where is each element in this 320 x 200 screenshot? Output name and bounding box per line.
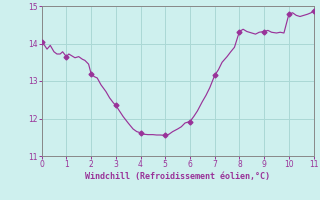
X-axis label: Windchill (Refroidissement éolien,°C): Windchill (Refroidissement éolien,°C) <box>85 172 270 181</box>
